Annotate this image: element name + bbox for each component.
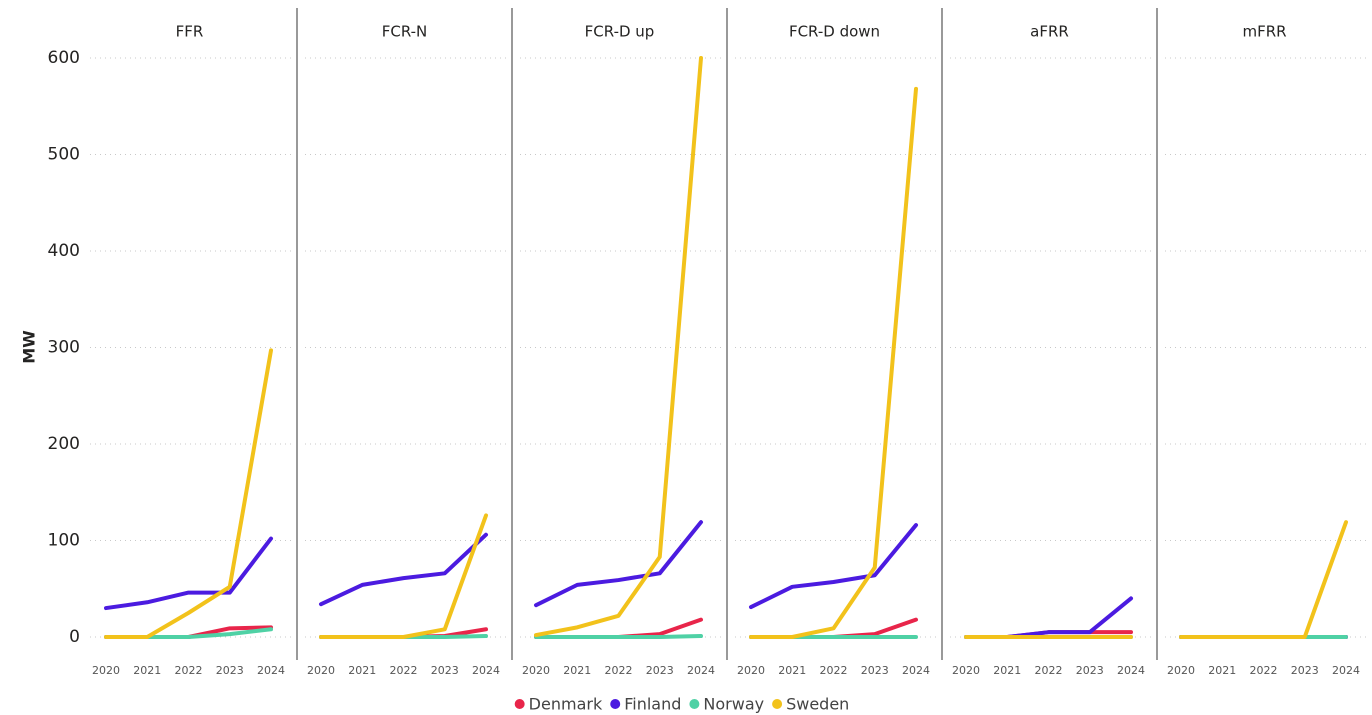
- x-tick-label: 2020: [1167, 664, 1195, 677]
- y-tick-label: 400: [48, 241, 80, 261]
- y-tick-label: 500: [48, 145, 80, 165]
- x-tick-label: 2021: [133, 664, 161, 677]
- x-tick-label: 2024: [472, 664, 500, 677]
- x-tick-label: 2022: [820, 664, 848, 677]
- x-tick-label: 2022: [175, 664, 203, 677]
- x-tick-label: 2020: [952, 664, 980, 677]
- x-tick-label: 2022: [605, 664, 633, 677]
- x-tick-label: 2020: [522, 664, 550, 677]
- panel-title: mFRR: [1242, 23, 1286, 41]
- line-series: [1179, 520, 1348, 639]
- legend-marker: [610, 699, 621, 709]
- x-tick-label: 2020: [92, 664, 120, 677]
- x-tick-label: 2020: [737, 664, 765, 677]
- legend-marker: [772, 699, 783, 709]
- x-tick-label: 2022: [390, 664, 418, 677]
- x-tick-label: 2024: [902, 664, 930, 677]
- legend-label: Finland: [624, 695, 681, 714]
- y-tick-label: 300: [48, 338, 80, 358]
- line-series: [749, 523, 918, 610]
- x-tick-label: 2020: [307, 664, 335, 677]
- x-tick-label: 2024: [687, 664, 715, 677]
- x-tick-label: 2023: [646, 664, 674, 677]
- y-tick-label: 100: [48, 531, 80, 551]
- y-tick-label: 600: [48, 48, 80, 68]
- panel-title: FCR-D up: [585, 23, 655, 41]
- x-tick-label: 2023: [216, 664, 244, 677]
- x-tick-label: 2021: [778, 664, 806, 677]
- x-tick-label: 2024: [1117, 664, 1145, 677]
- x-tick-label: 2022: [1250, 664, 1278, 677]
- x-tick-label: 2021: [348, 664, 376, 677]
- line-series: [534, 520, 703, 608]
- y-tick-label: 0: [69, 627, 80, 647]
- x-tick-label: 2023: [1291, 664, 1319, 677]
- panel-title: FFR: [176, 23, 204, 41]
- y-axis-label: MW: [20, 330, 39, 364]
- line-series: [319, 532, 488, 607]
- x-tick-label: 2024: [257, 664, 285, 677]
- legend-marker: [689, 699, 700, 709]
- line-series: [534, 56, 703, 638]
- legend-marker: [514, 699, 525, 709]
- line-series: [104, 348, 273, 639]
- x-tick-label: 2022: [1035, 664, 1063, 677]
- line-series: [534, 617, 703, 639]
- line-series: [319, 513, 488, 639]
- x-tick-label: 2023: [861, 664, 889, 677]
- legend-label: Denmark: [529, 695, 603, 714]
- legend-label: Sweden: [786, 695, 849, 714]
- x-tick-label: 2024: [1332, 664, 1360, 677]
- x-tick-label: 2023: [431, 664, 459, 677]
- panel-title: FCR-N: [382, 23, 428, 41]
- x-tick-label: 2021: [563, 664, 591, 677]
- x-tick-label: 2021: [1208, 664, 1236, 677]
- y-tick-label: 200: [48, 434, 80, 454]
- panel-title: aFRR: [1030, 23, 1069, 41]
- x-tick-label: 2021: [993, 664, 1021, 677]
- legend-label: Norway: [703, 695, 764, 714]
- line-series: [534, 634, 703, 639]
- legend: Denmark Finland Norway Sweden: [514, 695, 849, 714]
- line-series: [749, 86, 918, 639]
- x-tick-label: 2023: [1076, 664, 1104, 677]
- panel-title: FCR-D down: [789, 23, 880, 41]
- line-series: [104, 536, 273, 611]
